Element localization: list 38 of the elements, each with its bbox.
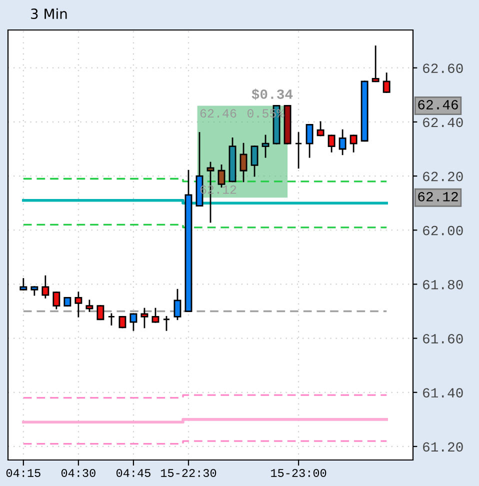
y-tick-label: 61.20	[423, 442, 463, 452]
y-tick-label: 61.60	[423, 334, 463, 344]
y-tick-label: 62.40	[423, 118, 463, 128]
candlestick	[74, 292, 82, 318]
candlestick	[372, 46, 380, 82]
candlestick	[140, 308, 148, 328]
y-tick-label: 62.00	[423, 226, 463, 236]
chart-title: 3 Min	[31, 8, 67, 20]
candlestick	[382, 72, 390, 93]
candlestick	[174, 288, 182, 320]
candlestick	[152, 308, 160, 323]
candlestick	[294, 132, 302, 169]
candlestick	[118, 316, 126, 328]
candlestick	[86, 300, 94, 312]
candlestick	[328, 134, 336, 152]
x-tick-label: 15-23:00	[271, 468, 326, 478]
candlestick	[350, 134, 358, 152]
candlestick	[52, 292, 60, 310]
band-label: $0.34	[252, 88, 293, 100]
candlestick	[162, 316, 170, 331]
candlestick	[42, 275, 50, 298]
candlestick	[306, 124, 314, 158]
candlestick	[130, 313, 138, 331]
x-tick-label: 04:30	[61, 468, 96, 478]
x-tick-label: 15-22:30	[161, 468, 216, 478]
candlestick	[108, 313, 116, 326]
x-tick-label: 04:45	[116, 468, 150, 478]
candlestick	[316, 121, 324, 136]
text: 62.46	[418, 100, 458, 110]
candlestick	[338, 129, 346, 156]
text: 62.12	[418, 192, 458, 202]
y-tick-label: 61.40	[423, 388, 463, 398]
candlestick	[96, 305, 104, 320]
candlestick	[20, 278, 28, 290]
y-tick-label: 62.60	[423, 64, 463, 74]
y-tick-label: 61.80	[423, 280, 463, 290]
y-tick-label: 62.20	[423, 172, 463, 182]
x-tick-label: 04:15	[6, 468, 40, 478]
